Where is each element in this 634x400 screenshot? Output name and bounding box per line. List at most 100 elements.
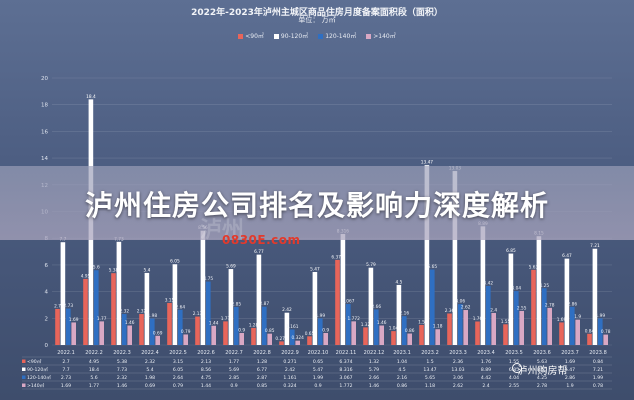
table-cell: 5.47 <box>313 367 323 373</box>
table-cell: 2.4 <box>482 383 489 389</box>
bar <box>346 304 351 345</box>
bar-value-label: 0.85 <box>265 328 275 334</box>
bar-value-label: 3.06 <box>456 299 466 305</box>
bar <box>167 302 172 345</box>
bar <box>447 313 452 345</box>
table-cell: 7.73 <box>117 367 127 373</box>
bar <box>407 333 412 345</box>
bar-value-label: 0.86 <box>405 328 415 334</box>
bar <box>60 242 66 345</box>
x-tick-label: 2022.12 <box>364 350 385 356</box>
bar-value-label: 5.38 <box>109 268 119 274</box>
bar-value-label: 2.55 <box>517 305 527 311</box>
bar-value-label: 1.18 <box>433 324 443 330</box>
x-tick-label: 2023.8 <box>589 350 607 356</box>
bar-value-label: 1.99 <box>316 313 326 319</box>
bar <box>290 329 295 345</box>
bar <box>55 308 60 345</box>
headline-banner <box>0 166 634 240</box>
bar-value-label: 1.9 <box>574 314 581 320</box>
bar <box>195 316 200 345</box>
bar <box>547 307 552 345</box>
table-cell: 0.9 <box>314 383 321 389</box>
x-tick-label: 2022.10 <box>308 350 329 356</box>
y-tick-label: 20 <box>41 76 48 82</box>
table-cell: 3.15 <box>173 359 183 365</box>
bar-value-label: 0.271 <box>275 336 288 342</box>
table-cell: 2.64 <box>173 375 183 381</box>
table-cell: 0.85 <box>257 383 267 389</box>
bar-value-label: 1.772 <box>348 316 361 322</box>
legend-label: <90㎡ <box>245 33 264 40</box>
x-tick-label: 2022.11 <box>336 350 357 356</box>
table-cell: 1.46 <box>369 383 379 389</box>
x-tick-label: 2022.3 <box>113 350 131 356</box>
legend-swatch <box>366 34 372 39</box>
table-cell: 1.46 <box>117 383 127 389</box>
bar <box>284 312 290 345</box>
table-cell: 2.32 <box>117 375 127 381</box>
bar <box>318 318 323 345</box>
table-cell: 1.55 <box>509 359 519 365</box>
table-row-label: <90㎡ <box>27 358 42 365</box>
table-cell: 2.13 <box>201 359 211 365</box>
legend-label: 90-120㎡ <box>280 33 309 40</box>
table-cell: 0.65 <box>313 359 323 365</box>
bar <box>419 324 424 345</box>
table-cell: 1.772 <box>339 383 352 389</box>
bar-value-label: 0.78 <box>601 329 611 335</box>
bar <box>514 291 519 345</box>
legend-swatch <box>238 34 244 39</box>
table-cell: 2.73 <box>61 375 71 381</box>
bar-value-label: 1.46 <box>125 320 135 326</box>
bar-value-label: 2.32 <box>120 309 130 315</box>
bar-value-label: 5.4 <box>143 267 150 273</box>
bar <box>178 309 183 345</box>
bar <box>531 269 536 345</box>
bar <box>200 230 206 345</box>
table-cell: 0.69 <box>145 383 155 389</box>
table-cell: 1.99 <box>593 375 603 381</box>
chart-legend: <90㎡ 90-120㎡ 120-140㎡ >140㎡ <box>0 31 634 40</box>
bar-value-label: 0.324 <box>292 335 305 341</box>
bar <box>598 318 603 345</box>
table-cell: 6.47 <box>565 367 575 373</box>
bar-value-label: 1.161 <box>286 324 299 330</box>
table-cell: 1.161 <box>283 375 296 381</box>
table-cell: 8.316 <box>339 367 352 373</box>
bar <box>228 269 234 345</box>
table-cell: 2.86 <box>565 375 575 381</box>
bar-value-label: 1.77 <box>221 316 231 322</box>
bar-value-label: 2.64 <box>176 304 186 310</box>
source-label-text: 泸州购房帮 <box>517 366 568 377</box>
table-cell: 13.03 <box>451 367 464 373</box>
bar <box>99 321 104 345</box>
table-cell: 8.56 <box>201 367 211 373</box>
table-cell: 0.271 <box>283 359 296 365</box>
table-cell: 5.4 <box>146 367 153 373</box>
bar-value-label: 4.75 <box>204 276 214 282</box>
table-cell: 13.47 <box>423 367 436 373</box>
bar-value-label: 1.69 <box>69 317 79 323</box>
bar <box>519 310 524 345</box>
bar-value-label: 3.15 <box>165 297 175 303</box>
bar <box>503 324 508 345</box>
bar-value-label: 1.76 <box>473 316 483 322</box>
bar <box>592 248 598 345</box>
bar-value-label: 2.13 <box>193 311 203 317</box>
table-cell: 4.25 <box>537 375 547 381</box>
bar <box>239 332 244 345</box>
bar <box>564 258 570 345</box>
y-tick-label: 4 <box>45 290 49 296</box>
bar-value-label: 4.95 <box>81 273 91 279</box>
table-cell: 6.77 <box>257 367 267 373</box>
bar <box>144 272 150 345</box>
table-row-label: 90-120㎡ <box>27 366 48 373</box>
bar <box>307 336 312 345</box>
legend-item: <90㎡ <box>238 31 264 40</box>
bar <box>402 316 407 345</box>
bar-value-label: 1.5 <box>418 319 425 325</box>
table-cell: 1.28 <box>257 359 267 365</box>
bar-value-label: 2.32 <box>137 309 147 315</box>
